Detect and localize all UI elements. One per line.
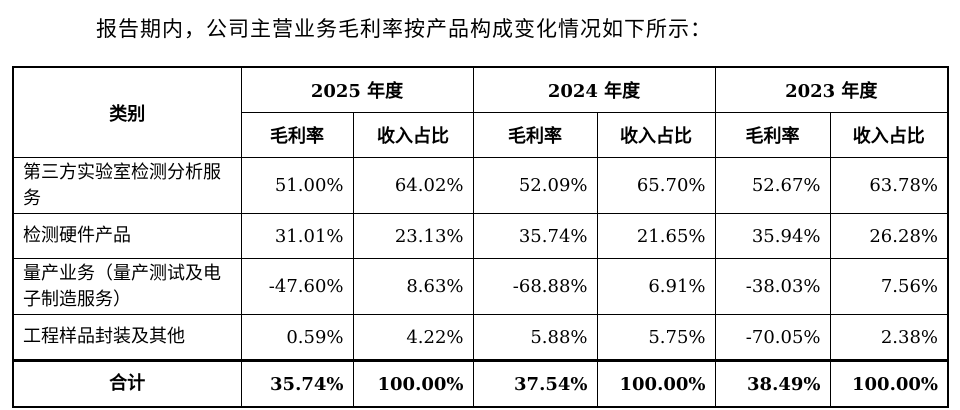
col-header-gross-margin: 毛利率 xyxy=(714,112,831,158)
table-row: 量产业务（量产测试及电子制造服务） -47.60% 8.63% -68.88% … xyxy=(12,258,949,315)
cell-value: 35.94% xyxy=(714,213,831,259)
table-row: 工程样品封装及其他 0.59% 4.22% 5.88% 5.75% -70.05… xyxy=(12,314,949,361)
cell-value: -70.05% xyxy=(714,314,831,361)
total-label: 合计 xyxy=(12,359,242,408)
cell-value: 63.78% xyxy=(829,157,949,214)
total-row: 合计 35.74% 100.00% 37.54% 100.00% 38.49% … xyxy=(12,359,949,408)
table-row: 第三方实验室检测分析服务 51.00% 64.02% 52.09% 65.70%… xyxy=(12,157,949,214)
year-header-2024: 2024 年度 xyxy=(472,66,716,113)
col-header-revenue-share: 收入占比 xyxy=(352,112,474,158)
total-value: 38.49% xyxy=(714,359,831,408)
cell-value: 0.59% xyxy=(240,314,354,361)
category-header: 类别 xyxy=(12,66,242,158)
cell-value: 65.70% xyxy=(596,157,716,214)
cell-value: 7.56% xyxy=(829,258,949,315)
year-header-2025: 2025 年度 xyxy=(240,66,474,113)
cell-value: 52.09% xyxy=(472,157,598,214)
total-value: 100.00% xyxy=(829,359,949,408)
cell-value: 51.00% xyxy=(240,157,354,214)
row-category: 第三方实验室检测分析服务 xyxy=(12,157,242,214)
cell-value: 31.01% xyxy=(240,213,354,259)
cell-value: 5.75% xyxy=(596,314,716,361)
gross-margin-table: 类别 2025 年度 2024 年度 2023 年度 毛利率 收入占比 毛利率 … xyxy=(12,66,949,408)
total-value: 100.00% xyxy=(596,359,716,408)
cell-value: 26.28% xyxy=(829,213,949,259)
row-category: 量产业务（量产测试及电子制造服务） xyxy=(12,258,242,315)
total-value: 100.00% xyxy=(352,359,474,408)
row-category: 检测硬件产品 xyxy=(12,213,242,259)
cell-value: 2.38% xyxy=(829,314,949,361)
total-value: 35.74% xyxy=(240,359,354,408)
cell-value: 4.22% xyxy=(352,314,474,361)
col-header-gross-margin: 毛利率 xyxy=(240,112,354,158)
intro-text: 报告期内，公司主营业务毛利率按产品构成变化情况如下所示： xyxy=(96,17,712,41)
cell-value: -38.03% xyxy=(714,258,831,315)
year-header-2023: 2023 年度 xyxy=(714,66,949,113)
header-row-years: 类别 2025 年度 2024 年度 2023 年度 xyxy=(12,66,949,158)
cell-value: 5.88% xyxy=(472,314,598,361)
col-header-revenue-share: 收入占比 xyxy=(829,112,949,158)
row-category: 工程样品封装及其他 xyxy=(12,314,242,361)
cell-value: 64.02% xyxy=(352,157,474,214)
cell-value: 6.91% xyxy=(596,258,716,315)
table-row: 检测硬件产品 31.01% 23.13% 35.74% 21.65% 35.94… xyxy=(12,213,949,259)
cell-value: 8.63% xyxy=(352,258,474,315)
col-header-revenue-share: 收入占比 xyxy=(596,112,716,158)
cell-value: -68.88% xyxy=(472,258,598,315)
header-row-metrics: 毛利率 收入占比 毛利率 收入占比 毛利率 收入占比 xyxy=(13,112,949,158)
cell-value: 23.13% xyxy=(352,213,474,259)
cell-value: 35.74% xyxy=(472,213,598,259)
cell-value: 52.67% xyxy=(714,157,831,214)
total-value: 37.54% xyxy=(472,359,598,408)
cell-value: 21.65% xyxy=(596,213,716,259)
col-header-gross-margin: 毛利率 xyxy=(472,112,598,158)
cell-value: -47.60% xyxy=(240,258,354,315)
